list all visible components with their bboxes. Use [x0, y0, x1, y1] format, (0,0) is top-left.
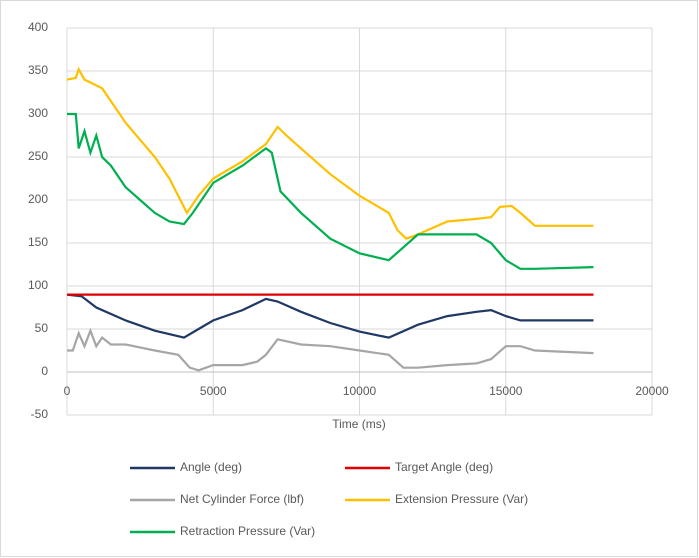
- x-tick-label: 5000: [200, 384, 227, 398]
- x-tick-label: 15000: [489, 384, 523, 398]
- series-line: [67, 112, 594, 270]
- y-tick-label: 0: [41, 364, 48, 378]
- series-line: [66, 66, 594, 240]
- x-tick-label: 20000: [635, 384, 669, 398]
- y-tick-label: 300: [28, 106, 48, 120]
- x-tick-label: 10000: [343, 384, 377, 398]
- y-tick-label: 150: [28, 235, 48, 249]
- legend-label: Target Angle (deg): [395, 460, 493, 474]
- y-tick-label: 350: [28, 63, 48, 77]
- y-tick-label: -50: [31, 407, 49, 421]
- x-axis-title: Time (ms): [332, 417, 386, 431]
- y-tick-label: 100: [28, 278, 48, 292]
- legend-label: Angle (deg): [180, 460, 242, 474]
- legend-label: Net Cylinder Force (lbf): [180, 492, 304, 506]
- y-tick-label: 250: [28, 149, 48, 163]
- y-tick-label: 400: [28, 20, 48, 34]
- y-tick-label: 50: [35, 321, 49, 335]
- legend-label: Extension Pressure (Var): [395, 492, 528, 506]
- y-tick-label: 200: [28, 192, 48, 206]
- series-line: [67, 327, 594, 372]
- legend-label: Retraction Pressure (Var): [180, 524, 315, 538]
- x-tick-label: 0: [64, 384, 71, 398]
- series-line: [66, 293, 594, 339]
